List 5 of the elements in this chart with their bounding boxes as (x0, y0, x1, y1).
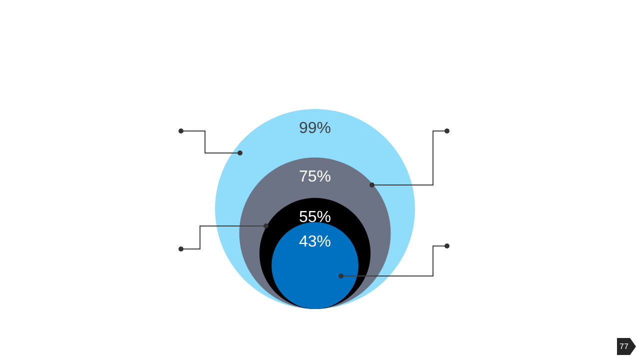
data-label: 55% (298, 209, 332, 226)
data-label: 99% (298, 120, 332, 138)
text: 77 (620, 342, 629, 352)
data-label: 75% (298, 168, 332, 186)
data-label: 43% (298, 233, 332, 250)
